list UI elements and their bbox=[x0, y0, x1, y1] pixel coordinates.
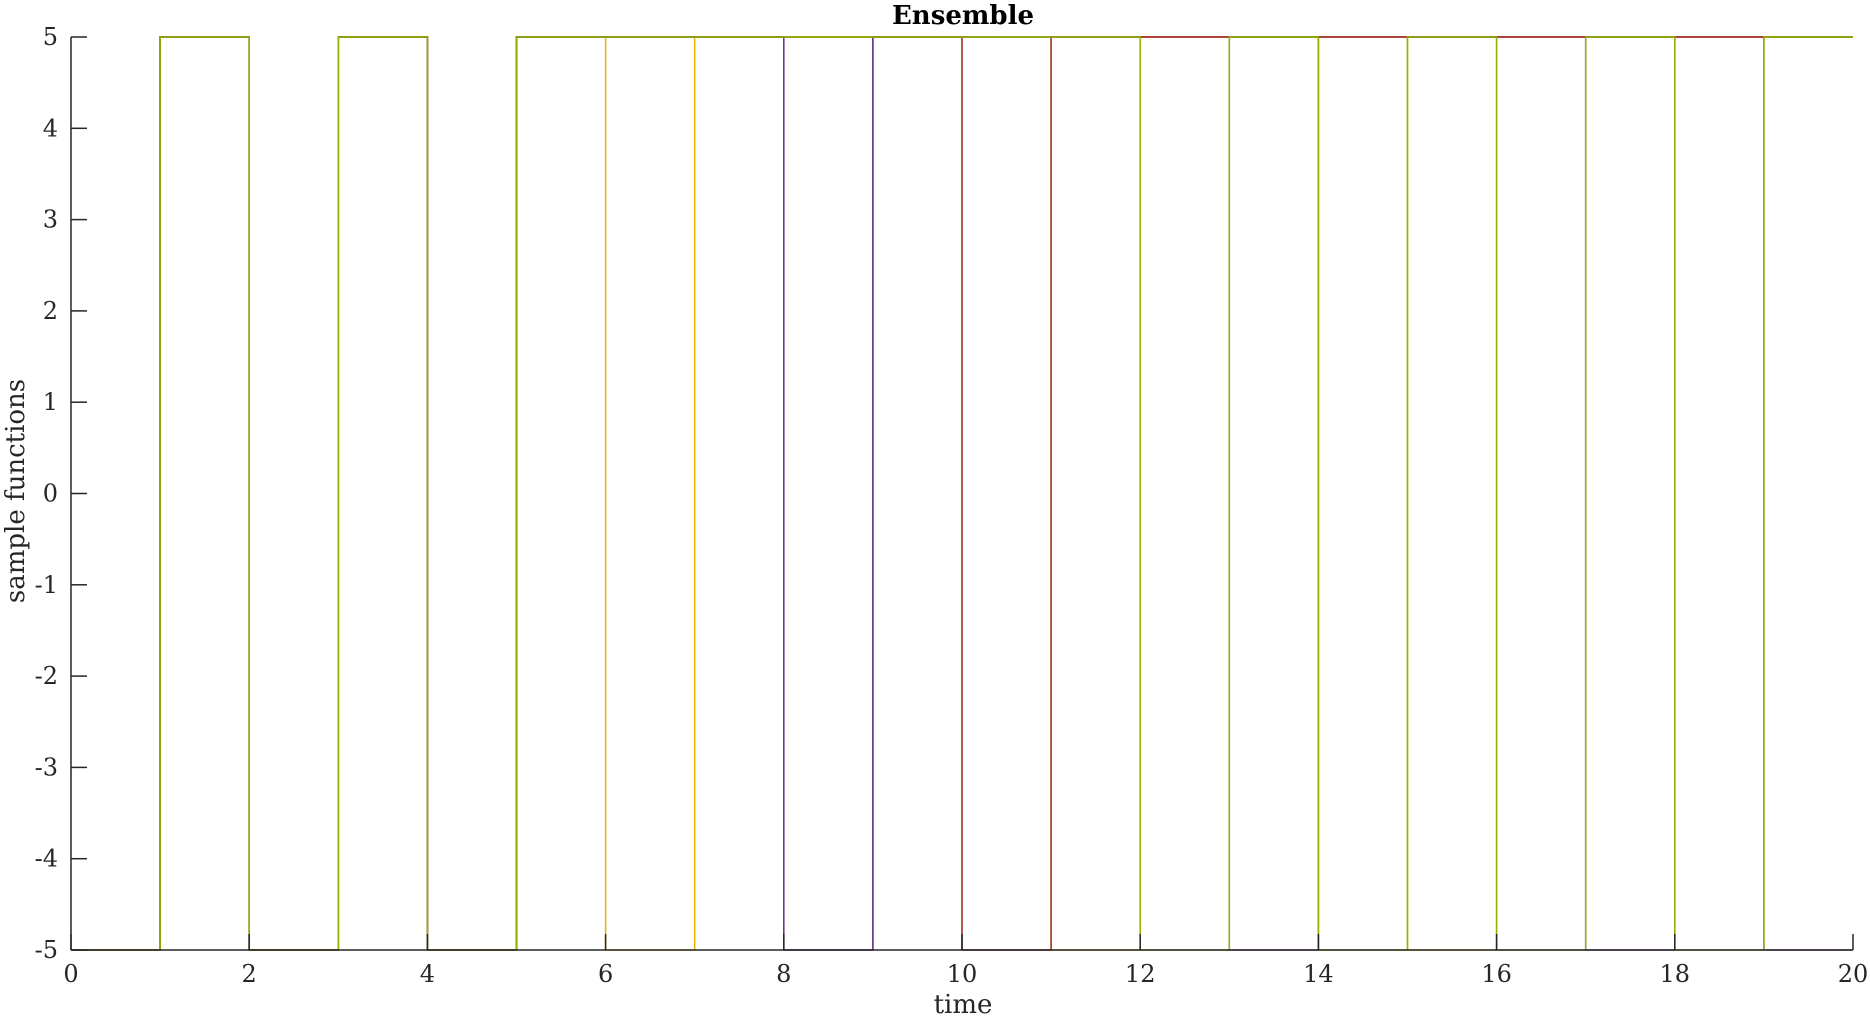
x-tick-label: 0 bbox=[63, 960, 78, 988]
y-tick-label: -4 bbox=[35, 845, 58, 873]
y-tick-label: 1 bbox=[43, 388, 58, 416]
y-tick-label: 2 bbox=[43, 297, 58, 325]
x-axis-label: time bbox=[934, 990, 993, 1016]
x-tick-label: 12 bbox=[1125, 960, 1156, 988]
x-tick-label: 18 bbox=[1660, 960, 1691, 988]
x-tick-label: 16 bbox=[1481, 960, 1512, 988]
x-tick-label: 20 bbox=[1838, 960, 1869, 988]
x-tick-label: 2 bbox=[242, 960, 257, 988]
y-tick-label: 0 bbox=[43, 480, 58, 508]
y-tick-label: -2 bbox=[35, 662, 58, 690]
x-tick-label: 6 bbox=[598, 960, 613, 988]
x-tick-label: 8 bbox=[776, 960, 791, 988]
x-tick-label: 14 bbox=[1303, 960, 1334, 988]
y-tick-label: 4 bbox=[43, 114, 58, 142]
y-axis-label: sample functions bbox=[1, 379, 31, 603]
y-ticks: -5 -4 -3 -2 -1 0 1 2 3 4 5 bbox=[35, 23, 87, 964]
y-tick-label: 5 bbox=[43, 23, 58, 51]
y-tick-label: 3 bbox=[43, 206, 58, 234]
x-tick-label: 10 bbox=[947, 960, 978, 988]
y-tick-label: -1 bbox=[35, 571, 58, 599]
y-tick-label: -5 bbox=[35, 936, 58, 964]
x-tick-label: 4 bbox=[420, 960, 435, 988]
series-line-6 bbox=[71, 36, 1853, 951]
series-group bbox=[71, 36, 1853, 951]
y-tick-label: -3 bbox=[35, 753, 58, 781]
x-ticks: 0 2 4 6 8 10 12 14 16 18 20 bbox=[63, 934, 1868, 988]
chart-title: Ensemble bbox=[892, 1, 1034, 31]
